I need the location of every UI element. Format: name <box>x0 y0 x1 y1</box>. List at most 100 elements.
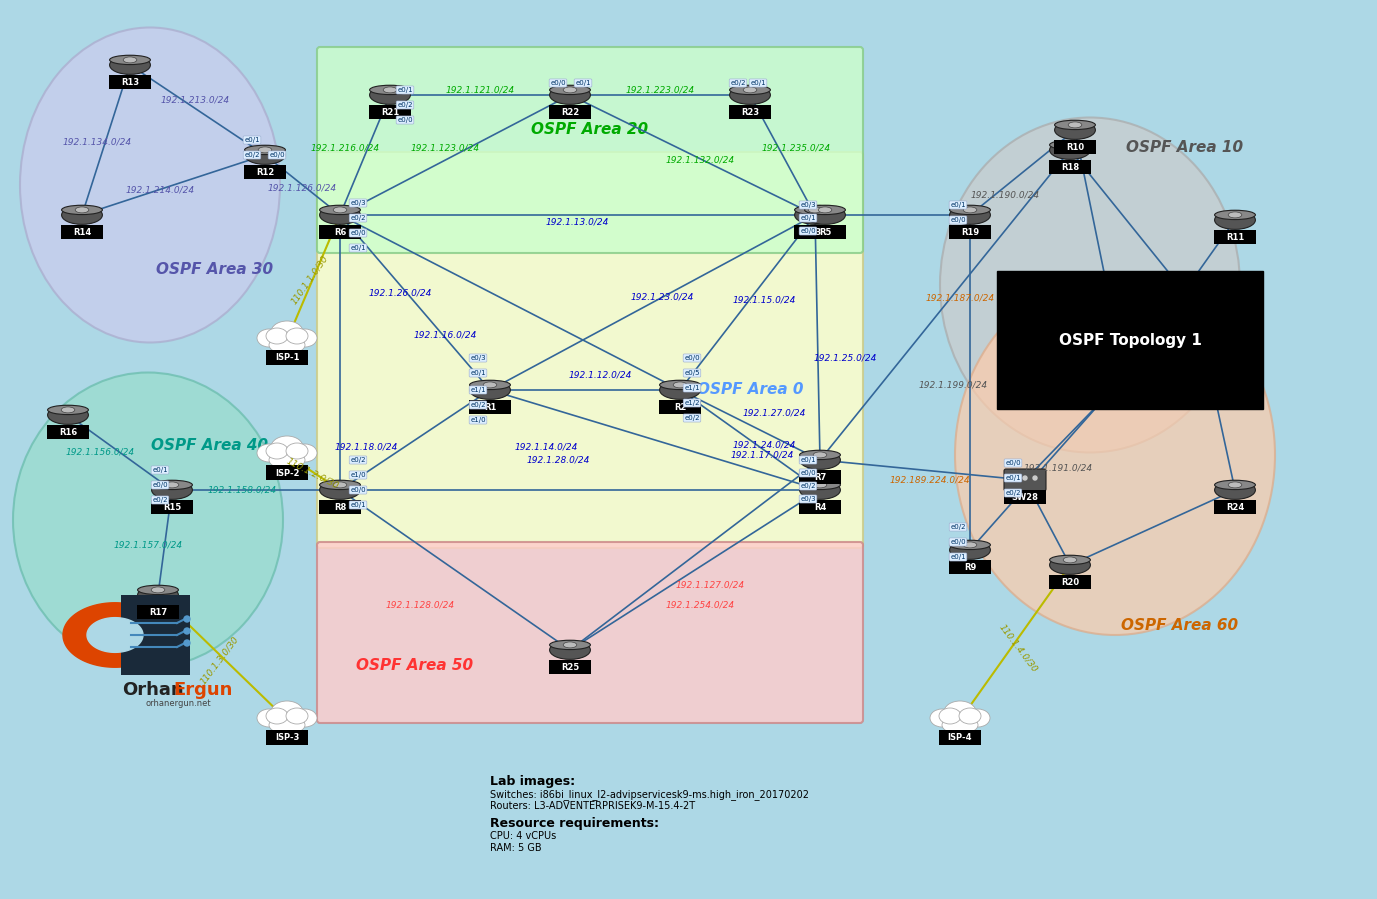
Ellipse shape <box>271 436 303 458</box>
FancyBboxPatch shape <box>136 605 179 619</box>
Circle shape <box>1124 371 1126 375</box>
Text: Ergun: Ergun <box>174 681 233 699</box>
Ellipse shape <box>165 482 179 488</box>
Text: 192.1.16.0/24: 192.1.16.0/24 <box>413 331 476 340</box>
Text: R12: R12 <box>256 168 274 177</box>
Ellipse shape <box>800 481 840 499</box>
Text: OSPF Area 10: OSPF Area 10 <box>1126 140 1243 156</box>
FancyBboxPatch shape <box>939 730 980 745</box>
Text: 192.1.199.0/24: 192.1.199.0/24 <box>918 380 987 389</box>
Ellipse shape <box>383 87 397 93</box>
FancyBboxPatch shape <box>317 152 863 548</box>
Text: R13: R13 <box>121 78 139 87</box>
FancyBboxPatch shape <box>266 350 308 365</box>
FancyBboxPatch shape <box>1215 501 1256 514</box>
Ellipse shape <box>730 85 770 104</box>
Ellipse shape <box>286 328 308 344</box>
Ellipse shape <box>800 480 840 490</box>
Text: e0/1: e0/1 <box>950 202 965 208</box>
Ellipse shape <box>967 709 990 727</box>
Text: Orhan: Orhan <box>123 681 183 699</box>
Ellipse shape <box>286 708 308 724</box>
Ellipse shape <box>549 640 591 650</box>
Circle shape <box>185 640 190 646</box>
Text: R24: R24 <box>1226 503 1245 512</box>
Text: e0/0: e0/0 <box>684 355 700 361</box>
Text: e1/2: e1/2 <box>684 400 700 406</box>
FancyBboxPatch shape <box>660 400 701 414</box>
Polygon shape <box>63 602 167 667</box>
Ellipse shape <box>808 207 822 213</box>
Ellipse shape <box>257 444 281 462</box>
Text: R17: R17 <box>149 608 167 617</box>
Text: Resource requirements:: Resource requirements: <box>490 817 660 830</box>
Ellipse shape <box>800 450 840 459</box>
Text: 192.1.191.0/24: 192.1.191.0/24 <box>1023 464 1092 473</box>
Text: ISP-1: ISP-1 <box>275 353 299 362</box>
Text: 192.1.216.0/24: 192.1.216.0/24 <box>310 144 380 153</box>
Text: 192.1.26.0/24: 192.1.26.0/24 <box>368 289 431 298</box>
Text: R9: R9 <box>964 563 976 572</box>
Ellipse shape <box>660 380 701 389</box>
Text: 192.1.127.0/24: 192.1.127.0/24 <box>676 581 745 590</box>
Ellipse shape <box>110 56 150 75</box>
Text: RAM: 5 GB: RAM: 5 GB <box>490 843 541 853</box>
Text: e1/0: e1/0 <box>470 417 486 423</box>
Ellipse shape <box>293 709 317 727</box>
FancyBboxPatch shape <box>795 226 836 239</box>
FancyBboxPatch shape <box>109 76 151 89</box>
Ellipse shape <box>795 205 836 215</box>
Text: Routers: L3-ADVENTERPRISEK9-M-15.4-2T: Routers: L3-ADVENTERPRISEK9-M-15.4-2T <box>490 801 695 811</box>
Text: 192.1.17.0/24: 192.1.17.0/24 <box>730 450 793 459</box>
FancyBboxPatch shape <box>121 595 190 675</box>
Text: R3: R3 <box>808 227 821 236</box>
Text: 192.1.15.0/24: 192.1.15.0/24 <box>733 296 796 305</box>
Ellipse shape <box>151 587 165 592</box>
Ellipse shape <box>800 450 840 469</box>
Text: e0/2: e0/2 <box>800 483 815 489</box>
Ellipse shape <box>245 146 285 165</box>
Text: e0/1: e0/1 <box>800 457 815 463</box>
Ellipse shape <box>286 443 308 459</box>
Text: ISP-4: ISP-4 <box>947 734 972 743</box>
Circle shape <box>185 616 190 622</box>
Ellipse shape <box>744 87 757 93</box>
FancyBboxPatch shape <box>61 226 103 239</box>
Circle shape <box>1033 476 1037 480</box>
Ellipse shape <box>1049 140 1091 149</box>
Ellipse shape <box>1215 480 1256 490</box>
Ellipse shape <box>929 709 954 727</box>
Ellipse shape <box>963 542 976 547</box>
FancyBboxPatch shape <box>949 226 991 239</box>
Text: e0/1: e0/1 <box>153 467 168 473</box>
Text: 192.1.23.0/24: 192.1.23.0/24 <box>631 292 694 301</box>
Text: e0/0: e0/0 <box>551 80 566 86</box>
FancyBboxPatch shape <box>151 501 193 514</box>
Ellipse shape <box>62 205 102 215</box>
Ellipse shape <box>563 87 577 93</box>
FancyBboxPatch shape <box>369 105 410 120</box>
Ellipse shape <box>470 380 511 389</box>
Ellipse shape <box>1049 556 1091 574</box>
Ellipse shape <box>293 444 317 462</box>
FancyBboxPatch shape <box>1104 385 1146 399</box>
Text: 192.1.13.0/24: 192.1.13.0/24 <box>545 218 609 227</box>
Text: 192.1.156.0/24: 192.1.156.0/24 <box>66 448 135 457</box>
Ellipse shape <box>483 382 497 387</box>
Text: e0/0: e0/0 <box>153 482 168 488</box>
Text: e0/1: e0/1 <box>244 137 260 143</box>
Text: e0/2: e0/2 <box>350 457 366 463</box>
Text: e0/2: e0/2 <box>684 415 700 421</box>
Text: e0/0: e0/0 <box>397 117 413 123</box>
Circle shape <box>1023 476 1027 480</box>
Text: R23: R23 <box>741 108 759 117</box>
FancyBboxPatch shape <box>1215 230 1256 245</box>
Text: e0/2: e0/2 <box>1175 317 1191 323</box>
FancyBboxPatch shape <box>1175 294 1216 316</box>
Text: R20: R20 <box>1060 578 1080 587</box>
Ellipse shape <box>110 55 150 65</box>
Text: e0/0: e0/0 <box>800 470 815 476</box>
Ellipse shape <box>950 540 990 559</box>
Text: SW26: SW26 <box>1111 387 1139 396</box>
Text: R18: R18 <box>1060 163 1080 172</box>
